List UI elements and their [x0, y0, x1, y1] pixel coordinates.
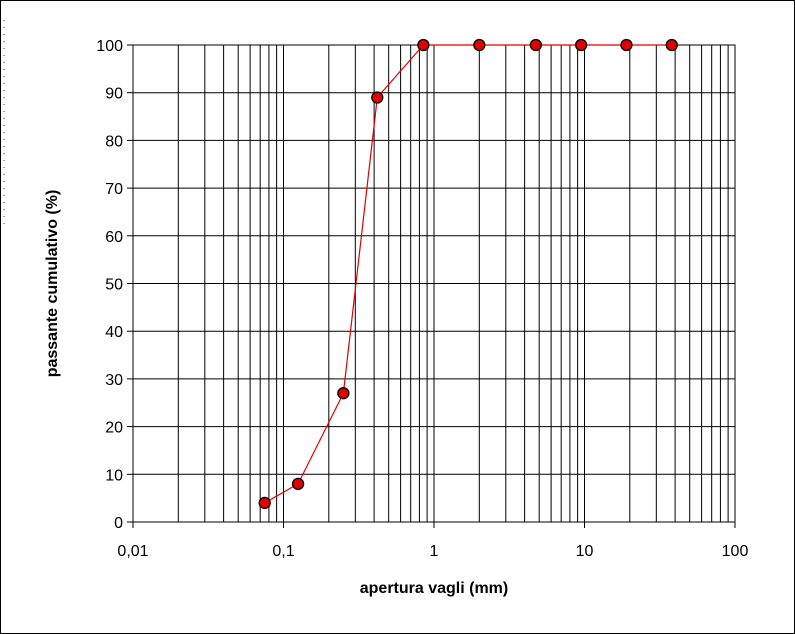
y-tick-label: 80 — [105, 133, 123, 150]
y-tick-label: 50 — [105, 277, 123, 294]
y-axis-title: passante cumulativo (%) — [44, 190, 61, 378]
x-axis-title: apertura vagli (mm) — [360, 580, 508, 597]
y-tick-label: 20 — [105, 420, 123, 437]
data-point — [417, 38, 430, 52]
data-point — [337, 387, 350, 400]
y-tick-label: 40 — [105, 324, 123, 341]
x-tick-label: 0,01 — [117, 543, 148, 560]
tick-labels: 0 10 20 30 40 50 60 70 80 90 100 0,01 0,1 1 10 100 — [96, 38, 748, 560]
data-point — [473, 38, 486, 52]
data-point — [665, 38, 678, 52]
x-tick-label: 1 — [430, 543, 439, 560]
series-line — [264, 44, 672, 504]
data-point — [291, 477, 305, 490]
data-point — [529, 38, 542, 52]
data-point — [574, 38, 588, 52]
x-tick-label: 100 — [722, 543, 749, 560]
y-tick-label: 10 — [105, 467, 123, 484]
data-point — [371, 91, 384, 104]
grid — [127, 44, 736, 528]
y-tick-label: 100 — [96, 38, 123, 55]
y-tick-label: 30 — [105, 372, 123, 389]
data-series — [258, 38, 678, 510]
x-tick-label: 0,1 — [272, 543, 294, 560]
y-tick-label: 70 — [105, 181, 123, 198]
y-tick-label: 90 — [105, 86, 123, 103]
data-point — [620, 38, 633, 52]
y-tick-label: 0 — [114, 515, 123, 532]
x-tick-label: 10 — [576, 543, 594, 560]
data-point — [258, 496, 271, 510]
y-tick-label: 60 — [105, 229, 123, 246]
